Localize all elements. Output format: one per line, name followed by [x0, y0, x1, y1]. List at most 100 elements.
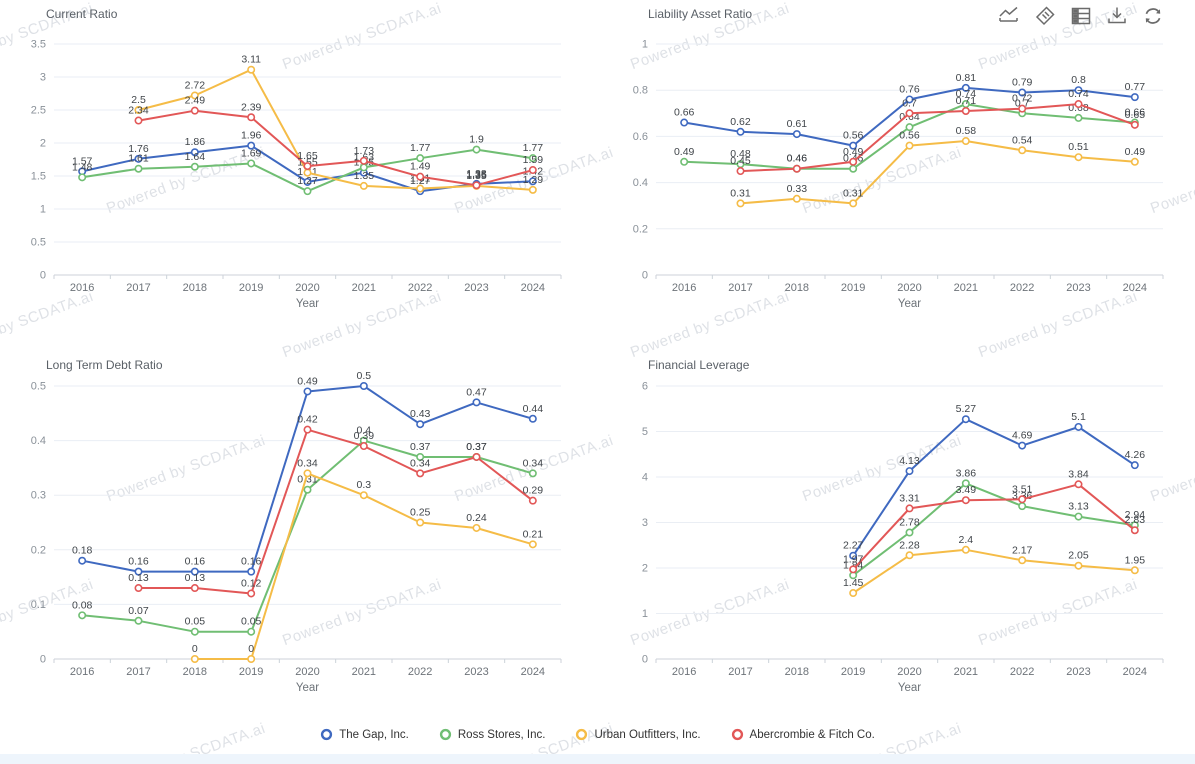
- data-point[interactable]: [1074, 113, 1083, 122]
- data-point[interactable]: [849, 589, 858, 598]
- data-point[interactable]: [190, 91, 199, 100]
- data-point[interactable]: [528, 469, 537, 478]
- data-point[interactable]: [849, 551, 858, 560]
- data-point[interactable]: [1074, 561, 1083, 570]
- data-point[interactable]: [247, 627, 256, 636]
- data-point[interactable]: [905, 141, 914, 150]
- data-point[interactable]: [528, 154, 537, 163]
- data-point[interactable]: [190, 148, 199, 157]
- data-point[interactable]: [247, 113, 256, 122]
- data-point[interactable]: [528, 177, 537, 186]
- data-point[interactable]: [1130, 566, 1139, 575]
- data-point[interactable]: [905, 123, 914, 132]
- data-point[interactable]: [416, 172, 425, 181]
- data-point[interactable]: [792, 194, 801, 203]
- data-point[interactable]: [134, 567, 143, 576]
- data-point[interactable]: [905, 95, 914, 104]
- data-point[interactable]: [190, 627, 199, 636]
- refresh-icon[interactable]: [1141, 4, 1165, 28]
- data-point[interactable]: [416, 518, 425, 527]
- data-point[interactable]: [472, 452, 481, 461]
- data-point[interactable]: [303, 177, 312, 186]
- tag-icon[interactable]: [1033, 4, 1057, 28]
- data-point[interactable]: [134, 164, 143, 173]
- data-point[interactable]: [190, 584, 199, 593]
- data-point[interactable]: [416, 154, 425, 163]
- data-point[interactable]: [78, 173, 87, 182]
- data-point[interactable]: [961, 545, 970, 554]
- data-point[interactable]: [849, 199, 858, 208]
- data-point[interactable]: [303, 469, 312, 478]
- data-point[interactable]: [1130, 157, 1139, 166]
- data-point[interactable]: [849, 157, 858, 166]
- data-point[interactable]: [736, 127, 745, 136]
- data-point[interactable]: [247, 141, 256, 150]
- data-point[interactable]: [416, 420, 425, 429]
- data-point[interactable]: [792, 164, 801, 173]
- data-point[interactable]: [359, 442, 368, 451]
- data-point[interactable]: [416, 469, 425, 478]
- legend-item-ross-stores-inc[interactable]: Ross Stores, Inc.: [439, 728, 545, 741]
- data-point[interactable]: [303, 425, 312, 434]
- data-point[interactable]: [134, 154, 143, 163]
- data-point[interactable]: [247, 65, 256, 74]
- data-point[interactable]: [303, 162, 312, 171]
- data-point[interactable]: [1018, 146, 1027, 155]
- data-point[interactable]: [247, 589, 256, 598]
- data-point[interactable]: [190, 567, 199, 576]
- data-point[interactable]: [792, 130, 801, 139]
- data-point[interactable]: [528, 540, 537, 549]
- data-point[interactable]: [472, 181, 481, 190]
- data-point[interactable]: [961, 415, 970, 424]
- data-point[interactable]: [905, 504, 914, 513]
- data-point[interactable]: [472, 523, 481, 532]
- data-point[interactable]: [416, 452, 425, 461]
- data-point[interactable]: [905, 467, 914, 476]
- data-point[interactable]: [416, 184, 425, 193]
- data-point[interactable]: [1130, 93, 1139, 102]
- data-point[interactable]: [961, 137, 970, 146]
- data-point[interactable]: [303, 485, 312, 494]
- data-point[interactable]: [528, 496, 537, 505]
- data-point[interactable]: [303, 168, 312, 177]
- data-point[interactable]: [472, 145, 481, 154]
- data-point[interactable]: [1074, 86, 1083, 95]
- data-point[interactable]: [961, 496, 970, 505]
- data-point[interactable]: [134, 584, 143, 593]
- data-point[interactable]: [961, 106, 970, 115]
- data-table-icon[interactable]: [1069, 4, 1093, 28]
- data-point[interactable]: [78, 611, 87, 620]
- data-point[interactable]: [190, 162, 199, 171]
- data-point[interactable]: [1074, 422, 1083, 431]
- data-point[interactable]: [359, 181, 368, 190]
- data-point[interactable]: [134, 116, 143, 125]
- data-point[interactable]: [247, 567, 256, 576]
- data-point[interactable]: [1018, 441, 1027, 450]
- data-point[interactable]: [1018, 556, 1027, 565]
- data-point[interactable]: [472, 398, 481, 407]
- data-point[interactable]: [961, 479, 970, 488]
- data-point[interactable]: [134, 106, 143, 115]
- data-point[interactable]: [134, 616, 143, 625]
- data-point[interactable]: [905, 528, 914, 537]
- data-point[interactable]: [1074, 512, 1083, 521]
- data-point[interactable]: [359, 156, 368, 165]
- data-point[interactable]: [1018, 104, 1027, 113]
- data-point[interactable]: [1130, 461, 1139, 470]
- line-chart-icon[interactable]: [997, 4, 1021, 28]
- legend-item-urban-outfitters-inc[interactable]: Urban Outfitters, Inc.: [575, 728, 701, 741]
- data-point[interactable]: [1074, 480, 1083, 489]
- data-point[interactable]: [528, 185, 537, 194]
- data-point[interactable]: [961, 83, 970, 92]
- data-point[interactable]: [680, 118, 689, 127]
- data-point[interactable]: [1018, 495, 1027, 504]
- data-point[interactable]: [528, 166, 537, 175]
- data-point[interactable]: [1074, 153, 1083, 162]
- data-point[interactable]: [1130, 526, 1139, 535]
- data-point[interactable]: [849, 141, 858, 150]
- data-point[interactable]: [303, 187, 312, 196]
- download-icon[interactable]: [1105, 4, 1129, 28]
- data-point[interactable]: [247, 159, 256, 168]
- data-point[interactable]: [359, 491, 368, 500]
- data-point[interactable]: [190, 106, 199, 115]
